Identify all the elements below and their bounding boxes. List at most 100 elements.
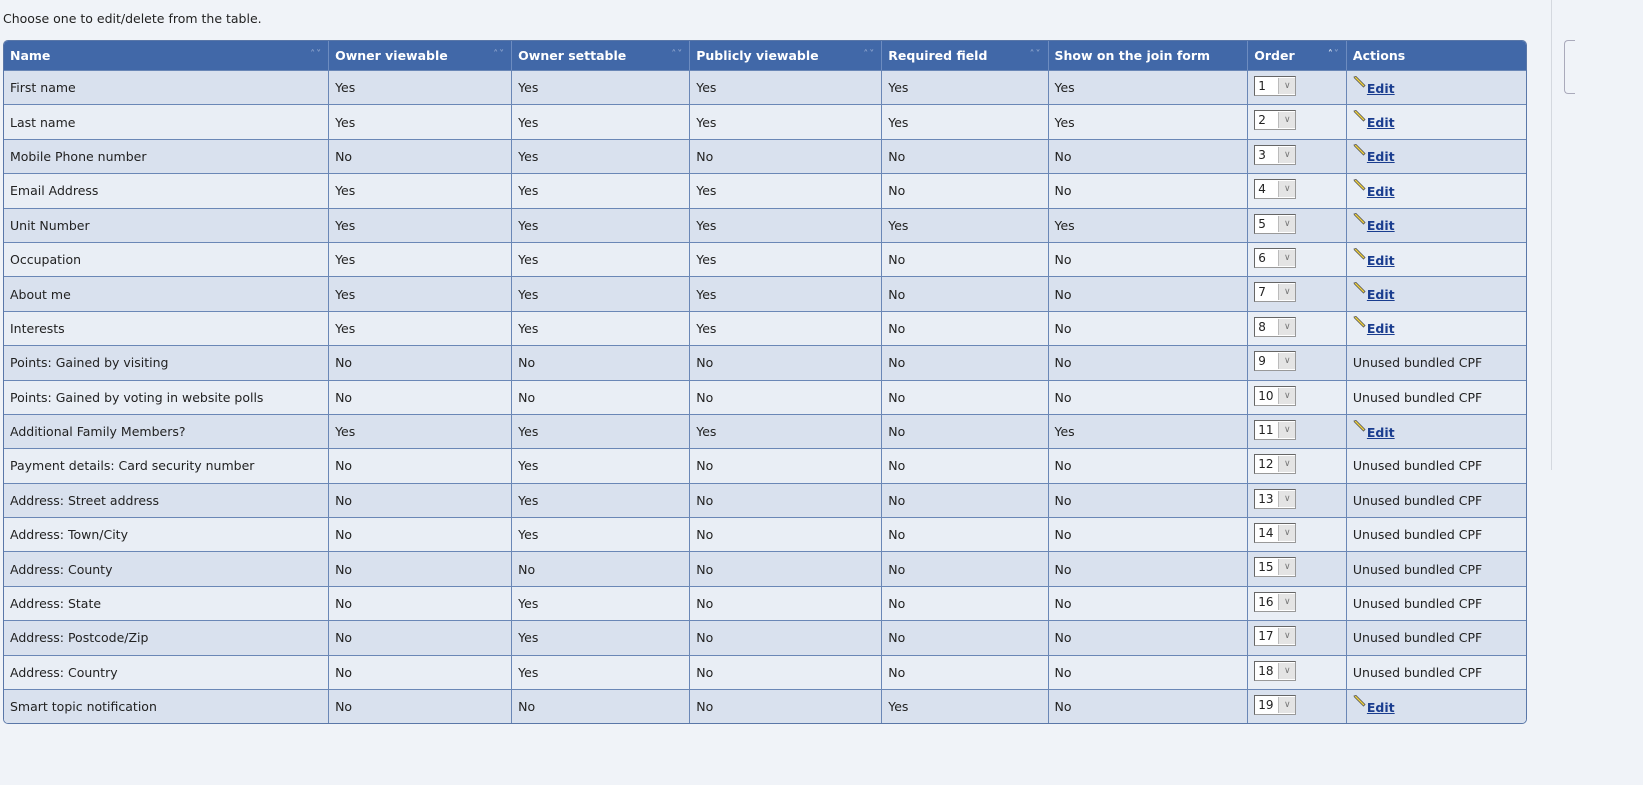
column-header-required-field[interactable]: Required field ˄˅ <box>881 41 1048 70</box>
field-name: Last name <box>4 104 329 139</box>
chevron-down-icon[interactable]: ∨ <box>1278 456 1296 473</box>
order-select[interactable]: 5 ∨ <box>1254 213 1297 234</box>
order-select[interactable]: 6 ∨ <box>1254 247 1297 268</box>
cell-value: Yes <box>1047 413 1248 449</box>
edit-link[interactable]: Edit <box>1366 115 1395 131</box>
cell-value: No <box>1047 310 1248 346</box>
chevron-down-icon[interactable]: ∨ <box>1278 112 1296 129</box>
order-select[interactable]: 4 ∨ <box>1254 179 1297 200</box>
chevron-down-icon[interactable]: ∨ <box>1278 78 1296 94</box>
column-header-order[interactable]: Order ˄˅ <box>1247 41 1346 70</box>
chevron-down-icon[interactable]: ∨ <box>1278 181 1296 198</box>
order-select[interactable]: 17 ∨ <box>1254 626 1297 647</box>
chevron-down-icon[interactable]: ∨ <box>1278 249 1296 266</box>
order-select[interactable]: 16 ∨ <box>1254 591 1297 612</box>
cell-value: Yes <box>328 104 512 139</box>
chevron-down-icon[interactable]: ∨ <box>1278 525 1296 542</box>
cell-value: Yes <box>689 413 882 449</box>
chevron-down-icon[interactable]: ∨ <box>1278 215 1296 232</box>
order-select[interactable]: 3 ∨ <box>1254 144 1297 165</box>
edit-link[interactable]: Edit <box>1366 252 1395 268</box>
action-status: Unused bundled CPF <box>1345 620 1526 655</box>
sort-icons[interactable]: ˄˅ <box>1030 49 1042 60</box>
sort-ascending-icon[interactable]: ˄ <box>1029 49 1036 60</box>
order-value: 4 <box>1258 182 1266 197</box>
order-value: 12 <box>1258 457 1274 472</box>
order-select[interactable]: 14 ∨ <box>1254 523 1297 544</box>
chevron-down-icon[interactable]: ∨ <box>1278 559 1296 576</box>
order-select[interactable]: 13 ∨ <box>1254 488 1297 509</box>
chevron-down-icon[interactable]: ∨ <box>1278 662 1296 679</box>
edit-link[interactable]: Edit <box>1366 80 1395 96</box>
column-label: Owner viewable <box>335 48 448 63</box>
chevron-down-icon[interactable]: ∨ <box>1278 387 1296 404</box>
sort-ascending-icon[interactable]: ˄ <box>1327 49 1334 60</box>
order-select[interactable]: 15 ∨ <box>1254 557 1297 578</box>
sort-icons[interactable]: ˄˅ <box>493 49 505 60</box>
chevron-down-icon[interactable]: ∨ <box>1278 284 1296 301</box>
order-select[interactable]: 18 ∨ <box>1254 660 1297 681</box>
sort-icons[interactable]: ˄˅ <box>1328 49 1340 60</box>
sort-ascending-icon[interactable]: ˄ <box>671 49 678 60</box>
field-name: Unit Number <box>4 207 329 242</box>
sort-descending-icon[interactable]: ˅ <box>677 49 684 60</box>
order-select[interactable]: 8 ∨ <box>1254 316 1297 337</box>
chevron-down-icon[interactable]: ∨ <box>1278 490 1296 507</box>
edit-link[interactable]: Edit <box>1366 321 1395 337</box>
order-select[interactable]: 12 ∨ <box>1254 454 1297 475</box>
column-header-name[interactable]: Name ˄˅ <box>4 41 329 70</box>
column-header-owner-viewable[interactable]: Owner viewable ˄˅ <box>328 41 512 70</box>
sort-descending-icon[interactable]: ˅ <box>1333 49 1340 60</box>
field-name: Address: Town/City <box>4 517 329 552</box>
order-select[interactable]: 2 ∨ <box>1254 110 1297 131</box>
sort-descending-icon[interactable]: ˅ <box>869 49 876 60</box>
cell-value: No <box>881 517 1048 552</box>
cell-value: Yes <box>1047 207 1248 242</box>
chevron-down-icon[interactable]: ∨ <box>1278 318 1296 335</box>
cell-value: No <box>328 654 512 690</box>
sort-ascending-icon[interactable]: ˄ <box>493 49 500 60</box>
order-select[interactable]: 11 ∨ <box>1254 419 1297 440</box>
chevron-down-icon[interactable]: ∨ <box>1278 353 1296 370</box>
cell-value: No <box>1047 173 1248 208</box>
cell-value: Yes <box>511 207 690 242</box>
chevron-down-icon[interactable]: ∨ <box>1278 628 1296 645</box>
sort-icons[interactable]: ˄˅ <box>671 49 683 60</box>
sort-ascending-icon[interactable]: ˄ <box>310 49 317 60</box>
order-select[interactable]: 19 ∨ <box>1254 695 1297 716</box>
order-select[interactable]: 1 ∨ <box>1254 76 1297 96</box>
sort-ascending-icon[interactable]: ˄ <box>863 49 870 60</box>
sort-descending-icon[interactable]: ˅ <box>1035 49 1042 60</box>
order-cell: 17 ∨ <box>1247 620 1346 655</box>
order-value: 10 <box>1258 388 1274 403</box>
edit-link[interactable]: Edit <box>1366 218 1395 234</box>
sort-descending-icon[interactable]: ˅ <box>499 49 506 60</box>
order-select[interactable]: 10 ∨ <box>1254 385 1297 406</box>
column-header-publicly-viewable[interactable]: Publicly viewable ˄˅ <box>689 41 882 70</box>
chevron-down-icon[interactable]: ∨ <box>1278 593 1296 610</box>
cell-value: No <box>511 689 690 724</box>
order-select[interactable]: 7 ∨ <box>1254 282 1297 303</box>
order-cell: 7 ∨ <box>1247 276 1346 311</box>
chevron-down-icon[interactable]: ∨ <box>1278 146 1296 163</box>
sort-icons[interactable]: ˄˅ <box>310 49 322 60</box>
edit-link[interactable]: Edit <box>1366 699 1395 715</box>
pencil-icon <box>1353 75 1366 88</box>
chevron-down-icon[interactable]: ∨ <box>1278 421 1296 438</box>
cell-value: No <box>1047 379 1248 414</box>
sort-icons[interactable]: ˄˅ <box>863 49 875 60</box>
order-select[interactable]: 9 ∨ <box>1254 351 1297 372</box>
edit-link[interactable]: Edit <box>1366 149 1395 165</box>
column-header-owner-settable[interactable]: Owner settable ˄˅ <box>511 41 690 70</box>
edit-link[interactable]: Edit <box>1366 287 1395 303</box>
table-header-row: Name ˄˅ Owner viewable ˄˅ Owner settable ˄˅ Pu… <box>4 41 1526 70</box>
cell-value: No <box>881 482 1048 518</box>
chevron-down-icon[interactable]: ∨ <box>1278 697 1296 714</box>
sort-descending-icon[interactable]: ˅ <box>316 49 323 60</box>
cell-value: Yes <box>689 276 882 311</box>
order-cell: 18 ∨ <box>1247 654 1346 690</box>
cell-value: No <box>1047 551 1248 586</box>
edit-link[interactable]: Edit <box>1366 183 1395 199</box>
order-value: 16 <box>1258 594 1274 609</box>
edit-link[interactable]: Edit <box>1366 424 1395 440</box>
